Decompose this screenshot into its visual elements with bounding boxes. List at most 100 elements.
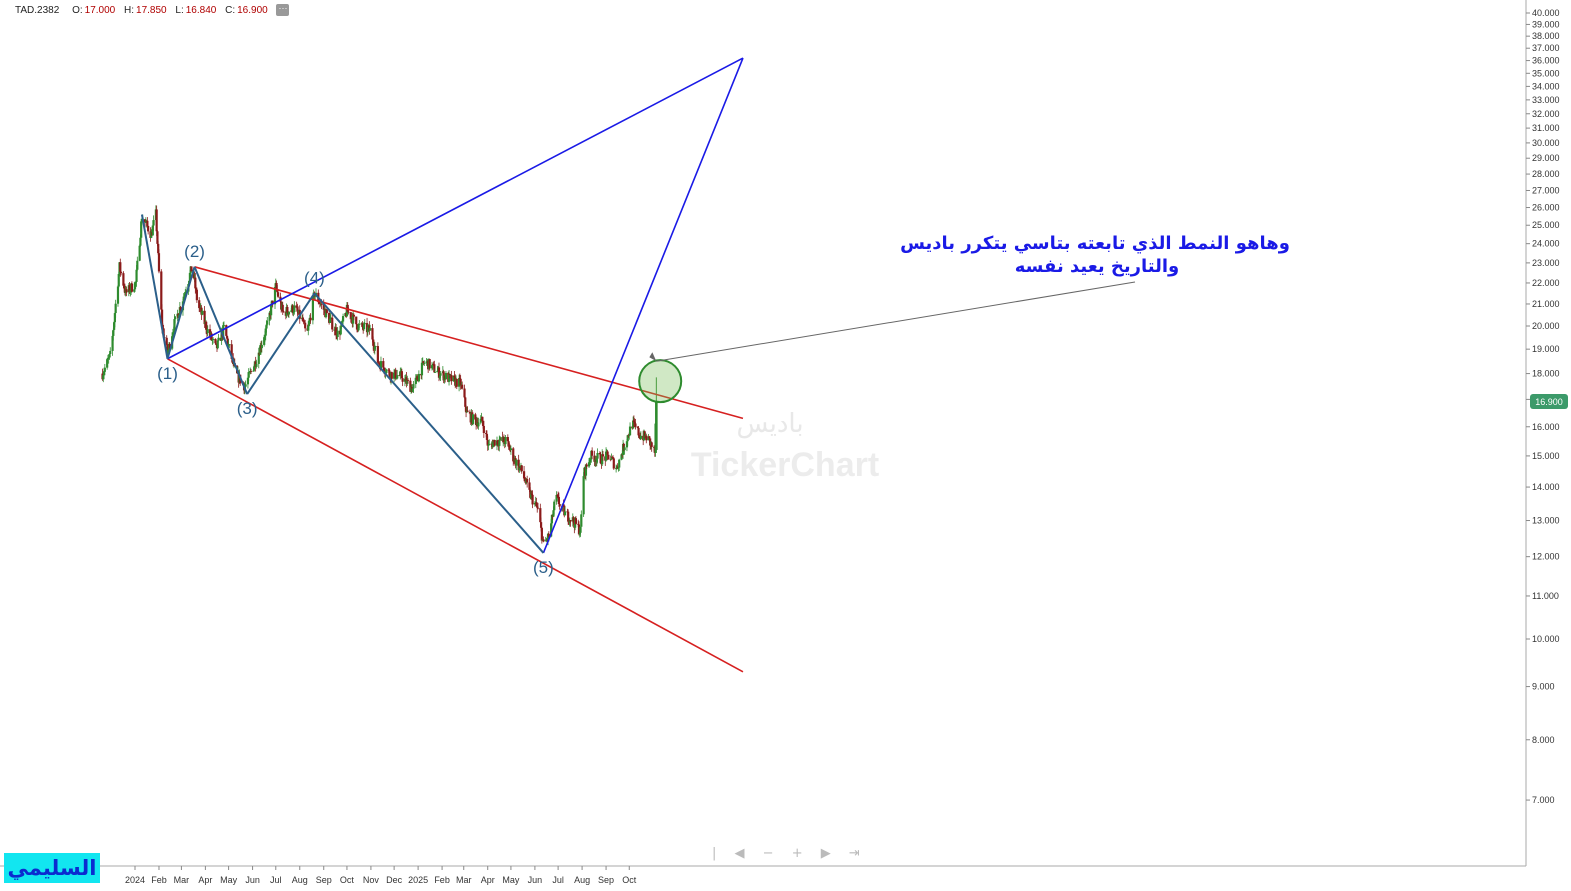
candle-body (648, 436, 651, 439)
candle-body (626, 435, 629, 442)
candle-body (645, 435, 648, 441)
candle-body (247, 371, 250, 378)
candle-body (540, 527, 543, 541)
candle-body (528, 482, 531, 490)
candle-body (341, 321, 344, 323)
candle-body (650, 442, 653, 447)
watermark-brand: TickerChart (691, 446, 879, 484)
time-tick-label: Oct (622, 875, 637, 885)
candle-body (362, 324, 366, 329)
time-axis[interactable]: 2024 Feb Mar Apr May Jun Jul Aug Sep Oct Nov Dec 202… (0, 865, 1526, 885)
candle-body (133, 282, 137, 290)
price-tick-label: 10.000 (1532, 634, 1560, 644)
zoom-in-icon[interactable]: + (791, 846, 803, 861)
time-tick-label: Jul (552, 875, 564, 885)
candle-body (281, 304, 284, 312)
candle-body (632, 420, 636, 422)
price-tick-label: 38.000 (1532, 31, 1560, 41)
candle-body (450, 375, 453, 382)
candle-body (376, 346, 379, 363)
low-label: L: (175, 4, 184, 16)
price-tick-label: 29.000 (1532, 153, 1560, 163)
candle-body (584, 464, 588, 476)
candle-body (230, 344, 233, 360)
candle-body (572, 517, 575, 523)
candle-body (363, 323, 366, 325)
candle-body (160, 309, 164, 329)
time-tick-label: Sep (316, 875, 332, 885)
time-tick-label: Feb (434, 875, 450, 885)
price-tick-label: 24.000 (1532, 239, 1560, 249)
last-page-icon[interactable]: ⇥ (848, 846, 860, 861)
candle-body (403, 378, 407, 382)
time-tick-label: Mar (174, 875, 190, 885)
scroll-right-icon[interactable]: ▶ (820, 846, 831, 861)
candle-body (255, 363, 258, 367)
candle-body (128, 285, 131, 293)
candle-body (352, 314, 355, 324)
candle-body (464, 406, 468, 413)
candle-body (108, 353, 111, 358)
low-value: 16.840 (185, 4, 217, 16)
candle-body (286, 306, 289, 313)
candle-body (336, 330, 339, 338)
scroll-left-icon[interactable]: ◀ (734, 846, 745, 861)
candle-body (257, 352, 260, 364)
wave-label: (3) (237, 399, 258, 418)
candle-body (649, 438, 652, 446)
candle-body (512, 461, 516, 463)
candle-body (588, 459, 591, 463)
price-tick-label: 12.000 (1532, 552, 1560, 562)
candle-body (461, 384, 464, 389)
candle-body (328, 318, 332, 323)
candle-body (352, 314, 356, 317)
candle-body (542, 539, 545, 542)
candle-body (437, 367, 441, 378)
candle-body (463, 388, 466, 398)
candle-body (550, 514, 554, 524)
candle-body (318, 303, 321, 305)
candle-body (434, 372, 437, 373)
candle-body (553, 501, 556, 511)
price-tick-label: 25.000 (1532, 220, 1560, 230)
candle-body (526, 479, 529, 483)
candle-body (414, 377, 417, 385)
candle-body (643, 431, 646, 438)
candle-body (328, 312, 331, 323)
candle-body (420, 362, 424, 376)
annotation-arrow (656, 281, 1136, 362)
candle-body (485, 432, 488, 435)
first-page-icon[interactable]: | (712, 846, 717, 861)
upper-channel-line (194, 266, 744, 420)
zoom-out-icon[interactable]: − (762, 846, 774, 861)
time-tick-label: Sep (598, 875, 614, 885)
candle-body (436, 370, 439, 373)
candle-body (263, 337, 266, 345)
candle-body (628, 426, 632, 436)
candle-body (157, 243, 160, 254)
candle-body (432, 363, 435, 365)
price-tick-label: 11.000 (1532, 591, 1559, 601)
candle-body (107, 357, 110, 359)
candle-body (378, 363, 381, 365)
candle-body (307, 325, 310, 331)
candle-body (385, 369, 388, 373)
time-tick-label: Dec (386, 875, 403, 885)
time-tick-label: 2025 (408, 875, 428, 885)
candle-body (198, 300, 201, 309)
candle-body (271, 300, 274, 305)
candle-body (135, 269, 138, 282)
price-tick-label: 15.000 (1532, 451, 1560, 461)
candle-body (508, 444, 511, 450)
candle-body (652, 446, 656, 448)
candle-body (217, 337, 220, 341)
price-axis[interactable]: 7.000 8.000 9.000 10.000 11.000 12.000 13.000 1… (1525, 0, 1560, 866)
candle-body (106, 359, 109, 368)
wave-segment (193, 266, 249, 395)
candle-body (637, 427, 640, 436)
time-tick-label: Feb (151, 875, 167, 885)
ellipsis-icon[interactable]: ··· (276, 4, 290, 16)
candle-body (557, 496, 560, 505)
candle-body (607, 454, 610, 460)
